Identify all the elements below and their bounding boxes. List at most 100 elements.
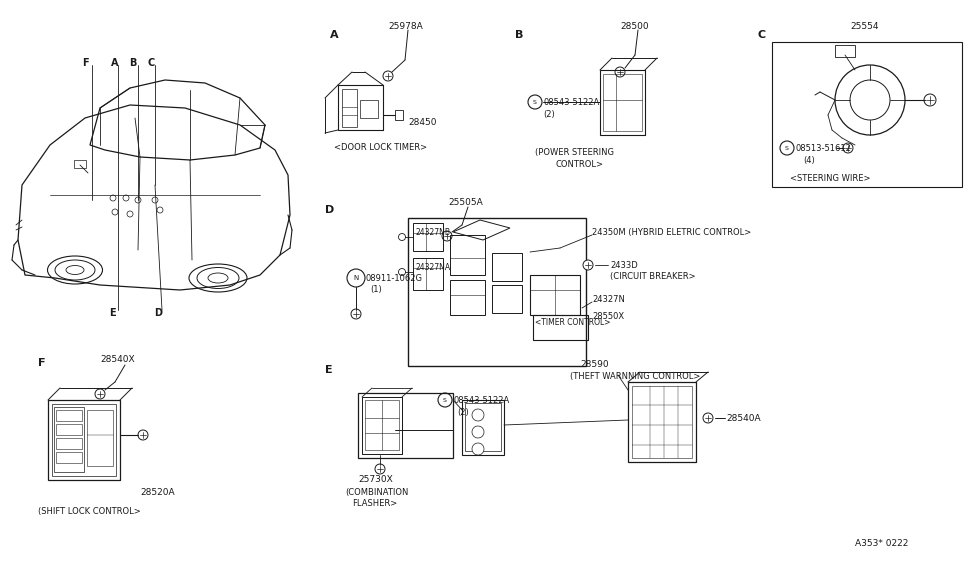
Circle shape	[347, 269, 365, 287]
Text: (CIRCUIT BREAKER>: (CIRCUIT BREAKER>	[610, 272, 695, 281]
Text: 28450: 28450	[408, 118, 437, 127]
Text: 24327NB: 24327NB	[416, 228, 451, 237]
Text: <DOOR LOCK TIMER>: <DOOR LOCK TIMER>	[334, 143, 427, 152]
Text: E: E	[108, 308, 115, 318]
Circle shape	[157, 207, 163, 213]
Bar	[603, 74, 642, 131]
Text: 24350M (HYBRID ELETRIC CONTROL>: 24350M (HYBRID ELETRIC CONTROL>	[592, 228, 752, 237]
Text: 28540X: 28540X	[100, 355, 135, 364]
Text: C: C	[147, 58, 155, 68]
Text: (COMBINATION: (COMBINATION	[345, 488, 409, 497]
Text: (4): (4)	[803, 156, 815, 165]
Text: 25505A: 25505A	[448, 198, 483, 207]
Text: 08543-5122A: 08543-5122A	[453, 396, 509, 405]
Bar	[365, 400, 399, 450]
Bar	[54, 407, 84, 472]
Circle shape	[351, 309, 361, 319]
Text: C: C	[758, 30, 766, 40]
Text: 28540A: 28540A	[726, 414, 760, 423]
Bar	[408, 218, 586, 366]
Text: N: N	[353, 275, 359, 281]
Text: S: S	[443, 397, 447, 402]
Circle shape	[152, 197, 158, 203]
Text: <TIMER CONTROL>: <TIMER CONTROL>	[535, 318, 610, 327]
Text: 28550X: 28550X	[592, 312, 624, 321]
Bar	[600, 70, 645, 135]
Circle shape	[528, 95, 542, 109]
Bar	[395, 110, 403, 120]
Circle shape	[835, 65, 905, 135]
Circle shape	[375, 464, 385, 474]
Bar	[530, 275, 580, 315]
Circle shape	[399, 268, 406, 276]
Bar	[48, 400, 120, 480]
Bar	[342, 89, 357, 127]
Text: S: S	[785, 145, 789, 151]
Bar	[362, 397, 402, 454]
Text: FLASHER>: FLASHER>	[352, 499, 397, 508]
Bar	[52, 404, 116, 476]
Text: 25554: 25554	[850, 22, 878, 31]
Circle shape	[135, 197, 141, 203]
Text: 24327NA: 24327NA	[416, 263, 451, 272]
Bar	[492, 253, 522, 281]
Circle shape	[780, 141, 794, 155]
Text: 28500: 28500	[620, 22, 648, 31]
Circle shape	[438, 393, 452, 407]
Bar	[358, 393, 453, 458]
Circle shape	[123, 195, 129, 201]
Text: 08911-1062G: 08911-1062G	[366, 274, 423, 283]
Text: (1): (1)	[370, 285, 382, 294]
Text: (POWER STEERING: (POWER STEERING	[535, 148, 614, 157]
Text: E: E	[325, 365, 332, 375]
Text: D: D	[154, 308, 162, 318]
Bar	[628, 382, 696, 462]
Circle shape	[399, 234, 406, 241]
Circle shape	[850, 80, 890, 120]
Circle shape	[472, 409, 484, 421]
Circle shape	[843, 143, 853, 153]
Circle shape	[442, 231, 452, 241]
Text: B: B	[515, 30, 524, 40]
Bar	[56, 410, 82, 421]
Circle shape	[703, 413, 713, 423]
Bar	[492, 285, 522, 313]
Text: (2): (2)	[457, 408, 469, 417]
Text: 28590: 28590	[580, 360, 608, 369]
Text: 08543-5122A: 08543-5122A	[543, 98, 600, 107]
Text: A353* 0222: A353* 0222	[855, 539, 909, 548]
Text: 28520A: 28520A	[140, 488, 175, 497]
Bar	[450, 280, 485, 315]
Text: F: F	[38, 358, 46, 368]
Text: 24327N: 24327N	[592, 295, 625, 304]
Circle shape	[112, 209, 118, 215]
Bar	[450, 235, 485, 275]
Text: (2): (2)	[543, 110, 555, 119]
Bar	[462, 400, 504, 455]
Bar	[465, 403, 501, 451]
Text: (SHIFT LOCK CONTROL>: (SHIFT LOCK CONTROL>	[38, 507, 140, 516]
Text: D: D	[325, 205, 334, 215]
Text: CONTROL>: CONTROL>	[555, 160, 603, 169]
Bar	[56, 424, 82, 435]
Bar	[835, 45, 855, 57]
Circle shape	[95, 389, 105, 399]
Bar	[772, 42, 962, 187]
Circle shape	[583, 260, 593, 270]
Circle shape	[472, 426, 484, 438]
Circle shape	[924, 94, 936, 106]
Text: A: A	[330, 30, 338, 40]
Bar	[413, 258, 443, 290]
Bar	[632, 386, 692, 458]
Bar	[56, 452, 82, 463]
Text: S: S	[533, 100, 537, 105]
Bar	[74, 160, 86, 168]
Text: B: B	[130, 58, 137, 68]
Text: 08513-51612: 08513-51612	[795, 144, 851, 153]
Circle shape	[138, 430, 148, 440]
Text: F: F	[82, 58, 89, 68]
Circle shape	[110, 195, 116, 201]
Text: A: A	[111, 58, 119, 68]
Text: 25978A: 25978A	[388, 22, 423, 31]
Circle shape	[615, 67, 625, 77]
